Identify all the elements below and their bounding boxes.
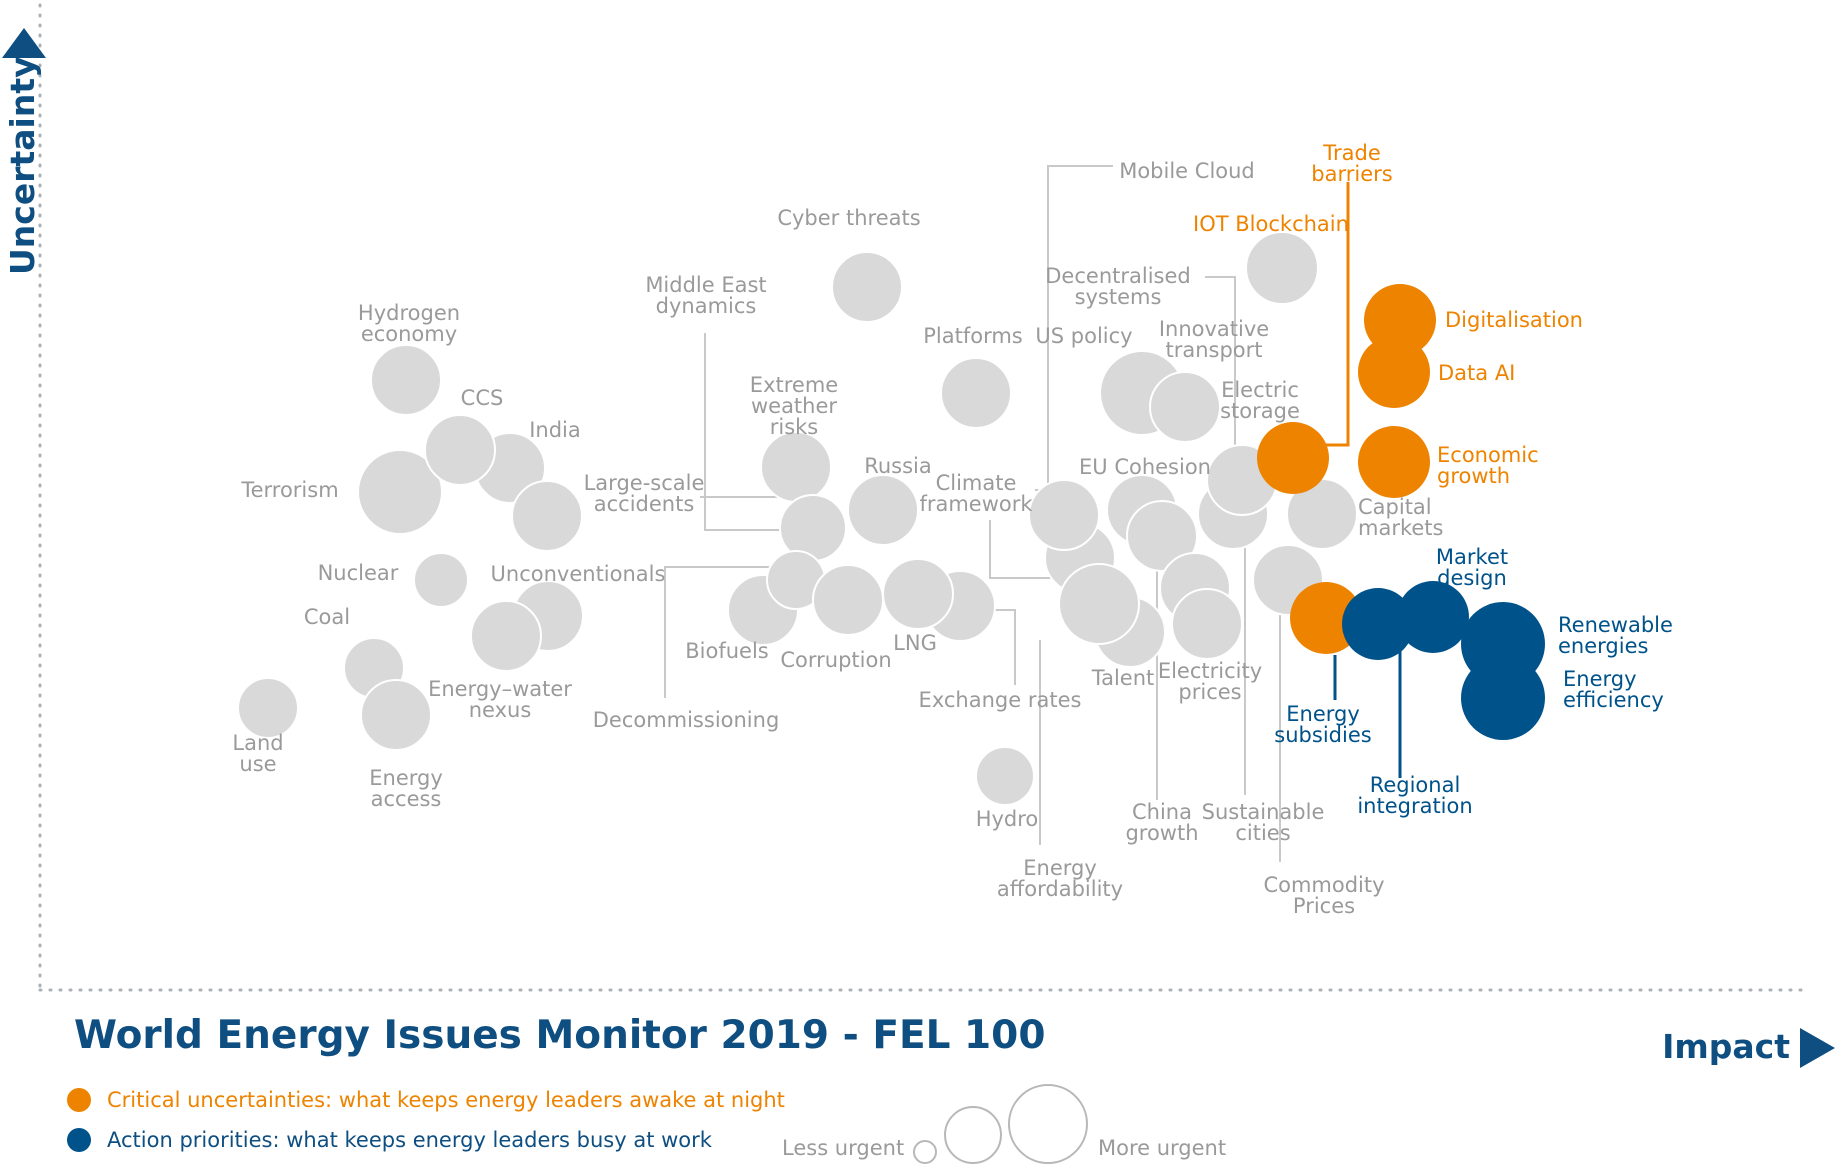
label-hydrogen-economy: Hydrogen economy (358, 301, 460, 346)
bubble-extreme-weather (760, 431, 832, 503)
label-economic-growth: Economic growth (1437, 443, 1539, 488)
legend: Critical uncertainties: what keeps energ… (67, 1088, 785, 1152)
label-unconventionals: Unconventionals (491, 562, 666, 586)
size-legend: Less urgent More urgent (782, 1084, 1226, 1164)
bubble-innovative-transport (1149, 371, 1221, 443)
label-cyber-threats: Cyber threats (777, 206, 920, 230)
bubble-energy-water (470, 600, 542, 672)
label-data-ai: Data AI (1438, 361, 1515, 385)
bubble-corruption (812, 564, 884, 636)
label-climate-framework: Climate framework (919, 471, 1033, 516)
label-biofuels: Biofuels (685, 639, 769, 663)
size-legend-more: More urgent (1098, 1136, 1226, 1160)
bubble-regional-integration (1342, 588, 1414, 660)
label-hydro: Hydro (976, 807, 1039, 831)
label-china-growth: China growth (1125, 800, 1198, 845)
size-legend-medium (944, 1106, 1002, 1164)
bubble-market-design (1397, 581, 1469, 653)
x-axis-arrow-icon (1800, 1028, 1835, 1068)
bubble-digitalisation (1364, 284, 1436, 356)
label-decentralised-systems: Decentralised systems (1045, 264, 1190, 309)
bubble-ccs (424, 414, 496, 486)
label-middle-east-dynamics: Middle East dynamics (645, 273, 766, 318)
bubble-lng (882, 558, 954, 630)
size-legend-small (913, 1140, 937, 1164)
label-terrorism: Terrorism (240, 478, 338, 502)
bubble-land-use (237, 677, 299, 739)
point-labels: Land use Coal Energy access Hydrogen economy Te… (232, 141, 1673, 918)
label-energy-water-nexus: Energy–water nexus (428, 677, 572, 722)
bubble-energy-efficiency (1461, 656, 1545, 740)
chart-title: World Energy Issues Monitor 2019 - FEL 1… (74, 1013, 1045, 1058)
bubble-nuclear (413, 552, 469, 608)
y-axis-arrow-icon (2, 28, 46, 58)
label-innovative-transport: Innovative transport (1159, 317, 1269, 362)
label-iot-blockchain: IOT Blockchain (1193, 212, 1349, 236)
label-india: India (529, 418, 581, 442)
label-electric-storage: Electric storage (1220, 378, 1300, 423)
bubble-hydrogen-economy (370, 344, 442, 416)
bubble-energy-subsidies (1290, 582, 1362, 654)
label-energy-subsidies: Energy subsidies (1274, 702, 1371, 747)
legend-label-orange: Critical uncertainties: what keeps energ… (107, 1088, 785, 1112)
label-capital-markets: Capital markets (1358, 495, 1443, 540)
label-energy-efficiency: Energy efficiency (1563, 667, 1664, 712)
x-axis-title: Impact (1662, 1027, 1790, 1066)
leader-lines-blue (1333, 640, 1402, 778)
bubble-energy-affordability (1058, 563, 1140, 645)
bubble-economic-growth (1358, 426, 1430, 498)
label-energy-access: Energy access (369, 766, 443, 811)
label-regional-integration: Regional integration (1357, 773, 1472, 818)
label-renewable-energies: Renewable energies (1558, 613, 1673, 658)
bubble-russia (847, 474, 919, 546)
bubble-hydro (975, 746, 1035, 806)
size-legend-large (1008, 1084, 1088, 1164)
leader-middle-east (704, 333, 810, 531)
legend-swatch-blue (67, 1128, 91, 1152)
label-commodity-prices: Commodity Prices (1263, 873, 1384, 918)
label-russia: Russia (864, 454, 932, 478)
label-land-use: Land use (232, 731, 283, 776)
label-platforms: Platforms (923, 324, 1023, 348)
bubble-data-ai (1358, 336, 1430, 408)
label-sustainable-cities: Sustainable cities (1202, 800, 1325, 845)
label-corruption: Corruption (780, 648, 891, 672)
bubble-terrorism (357, 449, 443, 535)
label-trade-barriers: Trade barriers (1311, 141, 1392, 186)
bubble-china-growth (1126, 500, 1198, 572)
bubble-climate-framework (1028, 479, 1100, 551)
bubbles (237, 231, 1545, 806)
label-energy-affordability: Energy affordability (997, 856, 1123, 901)
label-mobile-cloud: Mobile Cloud (1119, 159, 1255, 183)
label-decommissioning: Decommissioning (593, 708, 780, 732)
bubble-energy-access (360, 679, 432, 751)
size-legend-less: Less urgent (782, 1136, 904, 1160)
bubble-trade-barriers (1257, 422, 1329, 494)
bubble-iot-blockchain (1245, 231, 1319, 305)
label-talent: Talent (1091, 666, 1155, 690)
label-exchange-rates: Exchange rates (919, 688, 1082, 712)
bubble-large-scale (511, 480, 583, 552)
label-us-policy: US policy (1035, 324, 1132, 348)
label-market-design: Market design (1436, 545, 1508, 590)
bubble-platforms (940, 357, 1012, 429)
leader-mobile-cloud (1047, 165, 1113, 540)
label-electricity-prices: Electricity prices (1158, 659, 1262, 704)
label-extreme-weather-risks: Extreme weather risks (750, 373, 838, 439)
label-ccs: CCS (461, 386, 504, 410)
label-coal: Coal (304, 605, 350, 629)
label-lng: LNG (893, 631, 937, 655)
legend-label-blue: Action priorities: what keeps energy lea… (107, 1128, 713, 1152)
bubble-electricity-prices (1171, 588, 1243, 660)
label-digitalisation: Digitalisation (1445, 308, 1583, 332)
leader-decentralised (1205, 276, 1236, 445)
y-axis-title: Uncertainty (3, 56, 42, 275)
label-nuclear: Nuclear (318, 561, 399, 585)
bubble-cyber-threats (831, 251, 903, 323)
label-eu-cohesion: EU Cohesion (1079, 455, 1211, 479)
label-large-scale-accidents: Large-scale accidents (584, 471, 705, 516)
leader-decommissioning (664, 566, 772, 698)
legend-swatch-orange (67, 1088, 91, 1112)
